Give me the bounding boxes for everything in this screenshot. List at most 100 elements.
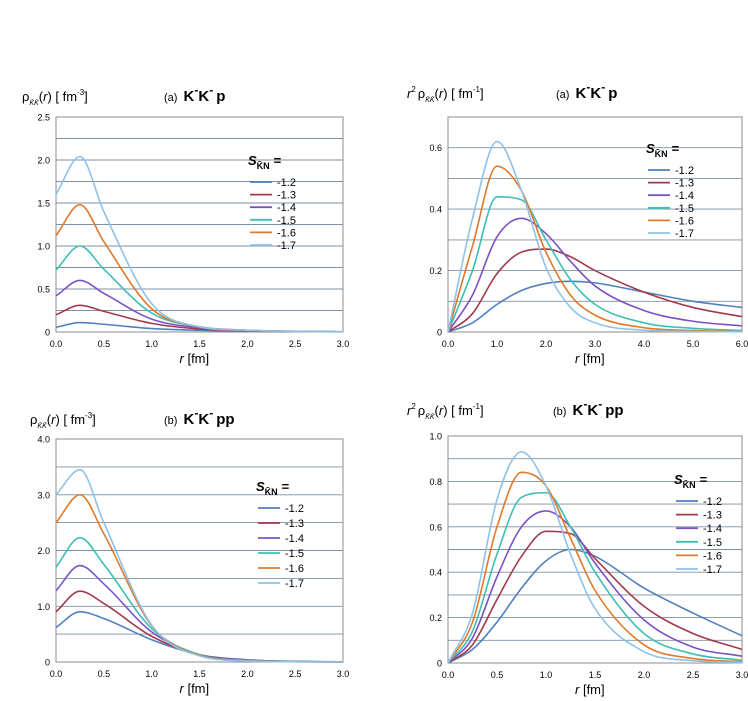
y-tick-label: 0.4 xyxy=(429,205,442,215)
x-tick-label: 2.0 xyxy=(638,670,651,680)
y-tick-label: 0.6 xyxy=(429,143,442,153)
plot-frame xyxy=(55,438,344,663)
legend-label: -1.4 xyxy=(277,202,296,214)
x-tick-label: 2.5 xyxy=(289,669,302,679)
legend-label: -1.5 xyxy=(285,548,304,560)
plot-frame xyxy=(55,116,344,333)
panel-title: (b) K-K-pp xyxy=(553,397,624,419)
panel-title: (b) K-K-pp xyxy=(164,406,235,428)
x-tick-label: 3.0 xyxy=(337,669,350,679)
x-tick-label: 2.0 xyxy=(241,669,254,679)
x-tick-label: 2.0 xyxy=(241,339,254,349)
y-tick-label: 4.0 xyxy=(37,435,50,445)
series-line--1_6 xyxy=(447,165,743,333)
x-tick-label: 0.5 xyxy=(491,670,504,680)
y-tick-label: 0 xyxy=(437,659,442,669)
series-line--1_2 xyxy=(447,280,743,333)
x-tick-label: 0.5 xyxy=(98,339,111,349)
y-axis-label: ρK̄K̄(r) [ fm-3] xyxy=(30,411,96,430)
series-line--1_7 xyxy=(55,155,344,333)
series-line--1_5 xyxy=(447,196,743,333)
panel-title: (a) K-K-p xyxy=(556,80,617,102)
series-line--1_6 xyxy=(447,471,743,664)
legend-label: -1.6 xyxy=(703,550,722,562)
y-tick-label: 0.6 xyxy=(429,522,442,532)
y-tick-label: 1.0 xyxy=(37,602,50,612)
x-axis-label: r [fm] xyxy=(180,351,210,366)
y-tick-label: 0.2 xyxy=(429,266,442,276)
y-tick-label: 0.2 xyxy=(429,613,442,623)
x-tick-label: 1.5 xyxy=(193,339,206,349)
legend-label: -1.2 xyxy=(285,503,304,515)
x-axis-label: r [fm] xyxy=(180,681,210,696)
legend-title: SK̄N = xyxy=(674,472,708,490)
series-line--1_7 xyxy=(55,468,344,663)
y-tick-label: 3.0 xyxy=(37,490,50,500)
x-tick-label: 1.0 xyxy=(491,339,504,349)
x-tick-label: 4.0 xyxy=(638,339,651,349)
chart-panel-1: 0 0.5 1.0 1.5 2.0 2.5 0.0 0.5 1.0 1.5 2.0 2.5 3.0 r [… xyxy=(22,83,349,366)
series-line--1_2 xyxy=(447,548,743,664)
y-tick-label: 2.0 xyxy=(37,546,50,556)
series-line--1_3 xyxy=(447,248,743,333)
x-tick-label: 3.0 xyxy=(589,339,602,349)
legend-label: -1.4 xyxy=(675,190,694,202)
x-tick-label: 0.0 xyxy=(442,339,455,349)
legend-label: -1.2 xyxy=(703,496,722,508)
y-tick-label: 1.0 xyxy=(429,432,442,442)
chart-panel-2: 0 0.2 0.4 0.6 0.0 1.0 2.0 3.0 4.0 5.0 6.0 r [fm] r2 ρ… xyxy=(407,80,748,366)
legend-title: SK̄N = xyxy=(248,153,282,171)
x-tick-label: 0.5 xyxy=(98,669,111,679)
x-tick-label: 1.5 xyxy=(589,670,602,680)
x-tick-label: 0.0 xyxy=(50,669,63,679)
legend-label: -1.6 xyxy=(675,215,694,227)
legend-label: -1.3 xyxy=(675,178,694,190)
x-tick-label: 5.0 xyxy=(687,339,700,349)
panel-title: (a) K-K-p xyxy=(164,83,225,105)
chart-panel-4: 0 0.2 0.4 0.6 0.8 1.0 0.0 0.5 1.0 1.5 2.0 2.5 3.0 r [… xyxy=(407,397,748,697)
series-line--1_7 xyxy=(447,140,743,333)
x-axis-label: r [fm] xyxy=(575,682,605,697)
legend-label: -1.3 xyxy=(285,518,304,530)
legend-label: -1.4 xyxy=(285,533,304,545)
y-tick-label: 0.8 xyxy=(429,477,442,487)
y-tick-label: 1.0 xyxy=(37,242,50,252)
x-tick-label: 2.5 xyxy=(289,339,302,349)
x-tick-label: 0.0 xyxy=(50,339,63,349)
legend-label: -1.4 xyxy=(703,523,722,535)
y-tick-label: 0.5 xyxy=(37,285,50,295)
x-tick-label: 1.0 xyxy=(145,339,158,349)
plot-frame xyxy=(447,435,743,664)
series-line--1_4 xyxy=(447,510,743,664)
x-tick-label: 0.0 xyxy=(442,670,455,680)
x-tick-label: 3.0 xyxy=(736,670,748,680)
legend-title: SK̄N = xyxy=(256,479,290,497)
legend-label: -1.3 xyxy=(703,510,722,522)
chart-panel-3: 0 1.0 2.0 3.0 4.0 0.0 0.5 1.0 1.5 2.0 2.5 3.0 r [fm]… xyxy=(30,406,349,696)
legend-label: -1.3 xyxy=(277,190,296,202)
legend-label: -1.6 xyxy=(285,563,304,575)
legend-label: -1.7 xyxy=(277,240,296,252)
y-tick-label: 0.4 xyxy=(429,568,442,578)
y-tick-label: 2.5 xyxy=(37,113,50,123)
x-axis-label: r [fm] xyxy=(575,351,605,366)
y-tick-label: 2.0 xyxy=(37,156,50,166)
series-line--1_3 xyxy=(447,530,743,664)
series-line--1_4 xyxy=(447,217,743,333)
x-tick-label: 1.0 xyxy=(145,669,158,679)
series-line--1_7 xyxy=(447,451,743,664)
x-tick-label: 3.0 xyxy=(337,339,350,349)
legend-title: SK̄N = xyxy=(646,141,680,159)
y-tick-label: 0 xyxy=(437,328,442,338)
series-line--1_5 xyxy=(447,491,743,664)
y-axis-label: r2 ρK̄K̄(r) [ fm-1] xyxy=(407,85,484,104)
legend-label: -1.7 xyxy=(285,578,304,590)
x-tick-label: 1.5 xyxy=(193,669,206,679)
legend-label: -1.2 xyxy=(675,165,694,177)
legend-label: -1.5 xyxy=(277,215,296,227)
legend-label: -1.6 xyxy=(277,227,296,239)
legend-label: -1.7 xyxy=(703,564,722,576)
y-axis-label: ρK̄K̄(r) [ fm-3] xyxy=(22,88,88,107)
